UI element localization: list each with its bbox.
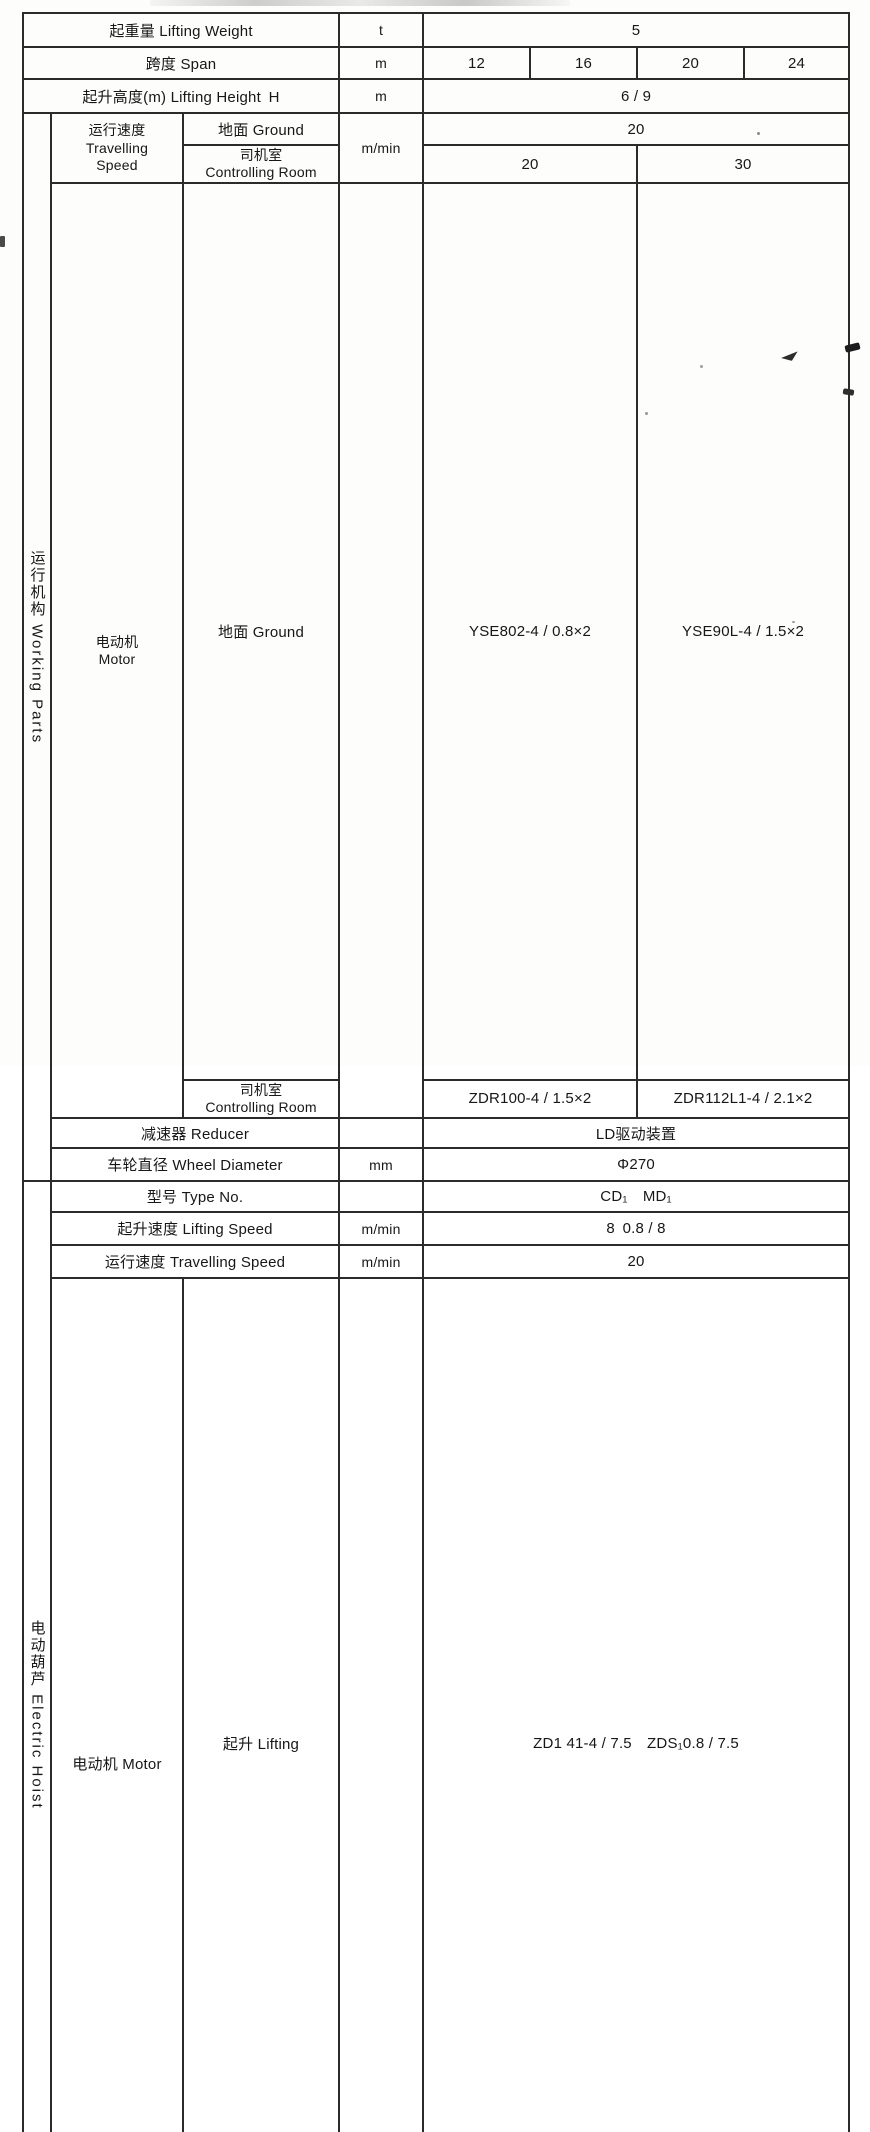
hoist-travelling-speed-value: 20 — [423, 1245, 849, 1278]
hoist-travelling-speed-label: 运行速度 Travelling Speed — [51, 1245, 339, 1278]
scan-edge-mark-artifact — [0, 236, 5, 247]
wheel-diameter-unit: mm — [339, 1148, 423, 1181]
travelling-speed-unit: m/min — [339, 113, 423, 183]
hoist-travelling-speed-unit: m/min — [339, 1245, 423, 1278]
electric-hoist-section-label: 电动葫芦 Electric Hoist — [30, 1182, 45, 2132]
row-hoist-travelling-speed: 运行速度 Travelling Speed m/min 20 — [23, 1245, 849, 1278]
row-lifting-height: 起升高度(m) Lifting Height H m 6 / 9 — [23, 79, 849, 113]
working-parts-section-label: 运行机构 Working Parts — [30, 114, 45, 1180]
hoist-motor-lifting-value: ZD1 41-4 / 7.5 ZDS₁0.8 / 7.5 — [423, 1278, 849, 2132]
motor-room-label: 司机室 Controlling Room — [183, 1080, 339, 1118]
lifting-weight-unit: t — [339, 13, 423, 47]
row-span: 跨度 Span m 12 16 20 24 — [23, 47, 849, 79]
motor-ground-value-right: YSE90L-4 / 1.5×2 — [637, 183, 849, 1080]
row-motor-ground: 电动机 Motor 地面 Ground YSE802-4 / 0.8×2 YSE… — [23, 183, 849, 1080]
travelling-speed-ground-value: 20 — [423, 113, 849, 145]
span-unit: m — [339, 47, 423, 79]
motor-group-label: 电动机 Motor — [51, 183, 183, 1118]
reducer-value: LD驱动装置 — [423, 1118, 849, 1148]
type-no-value: CD₁ MD₁ — [423, 1181, 849, 1212]
row-hoist-motor-lifting: 电动机 Motor 起升 Lifting ZD1 41-4 / 7.5 ZDS₁… — [23, 1278, 849, 2132]
travelling-speed-group-label: 运行速度 Travelling Speed — [51, 113, 183, 183]
hoist-lifting-speed-label: 起升速度 Lifting Speed — [51, 1212, 339, 1245]
hoist-motor-lifting-unit-cell — [339, 1278, 423, 2132]
row-lifting-weight: 起重量 Lifting Weight t 5 — [23, 13, 849, 47]
travelling-speed-room-value-right: 30 — [637, 145, 849, 183]
wheel-diameter-value: Φ270 — [423, 1148, 849, 1181]
motor-ground-value-left: YSE802-4 / 0.8×2 — [423, 183, 637, 1080]
row-type-no: 电动葫芦 Electric Hoist 型号 Type No. CD₁ MD₁ — [23, 1181, 849, 1212]
lifting-height-value: 6 / 9 — [423, 79, 849, 113]
lifting-weight-value: 5 — [423, 13, 849, 47]
row-hoist-lifting-speed: 起升速度 Lifting Speed m/min 8 0.8 / 8 — [23, 1212, 849, 1245]
span-value-12: 12 — [423, 47, 530, 79]
span-value-16: 16 — [530, 47, 637, 79]
motor-ground-label: 地面 Ground — [183, 183, 339, 1080]
motor-unit-cell — [339, 183, 423, 1118]
reducer-unit-cell — [339, 1118, 423, 1148]
span-label: 跨度 Span — [23, 47, 339, 79]
type-no-unit-cell — [339, 1181, 423, 1212]
span-value-20: 20 — [637, 47, 744, 79]
lifting-height-unit: m — [339, 79, 423, 113]
crane-spec-sheet: 起重量 Lifting Weight t 5 跨度 Span m 12 16 2… — [0, 0, 870, 1066]
hoist-motor-lifting-label: 起升 Lifting — [183, 1278, 339, 2132]
reducer-label: 减速器 Reducer — [51, 1118, 339, 1148]
hoist-lifting-speed-value: 8 0.8 / 8 — [423, 1212, 849, 1245]
row-reducer: 减速器 Reducer LD驱动装置 — [23, 1118, 849, 1148]
motor-room-value-left: ZDR100-4 / 1.5×2 — [423, 1080, 637, 1118]
travelling-speed-room-value-left: 20 — [423, 145, 637, 183]
electric-hoist-section-cell: 电动葫芦 Electric Hoist — [23, 1181, 51, 2132]
row-wheel-diameter: 车轮直径 Wheel Diameter mm Φ270 — [23, 1148, 849, 1181]
hoist-motor-group-label: 电动机 Motor — [51, 1278, 183, 2132]
motor-room-value-right: ZDR112L1-4 / 2.1×2 — [637, 1080, 849, 1118]
lifting-weight-label: 起重量 Lifting Weight — [23, 13, 339, 47]
row-travelling-speed-ground: 运行机构 Working Parts 运行速度 Travelling Speed… — [23, 113, 849, 145]
lifting-height-label: 起升高度(m) Lifting Height H — [23, 79, 339, 113]
travelling-speed-ground-label: 地面 Ground — [183, 113, 339, 145]
type-no-label: 型号 Type No. — [51, 1181, 339, 1212]
scan-smudge-artifact — [150, 0, 570, 6]
hoist-lifting-speed-unit: m/min — [339, 1212, 423, 1245]
travelling-speed-room-label: 司机室 Controlling Room — [183, 145, 339, 183]
crane-spec-table: 起重量 Lifting Weight t 5 跨度 Span m 12 16 2… — [22, 12, 850, 2132]
span-value-24: 24 — [744, 47, 849, 79]
working-parts-section-cell: 运行机构 Working Parts — [23, 113, 51, 1181]
wheel-diameter-label: 车轮直径 Wheel Diameter — [51, 1148, 339, 1181]
